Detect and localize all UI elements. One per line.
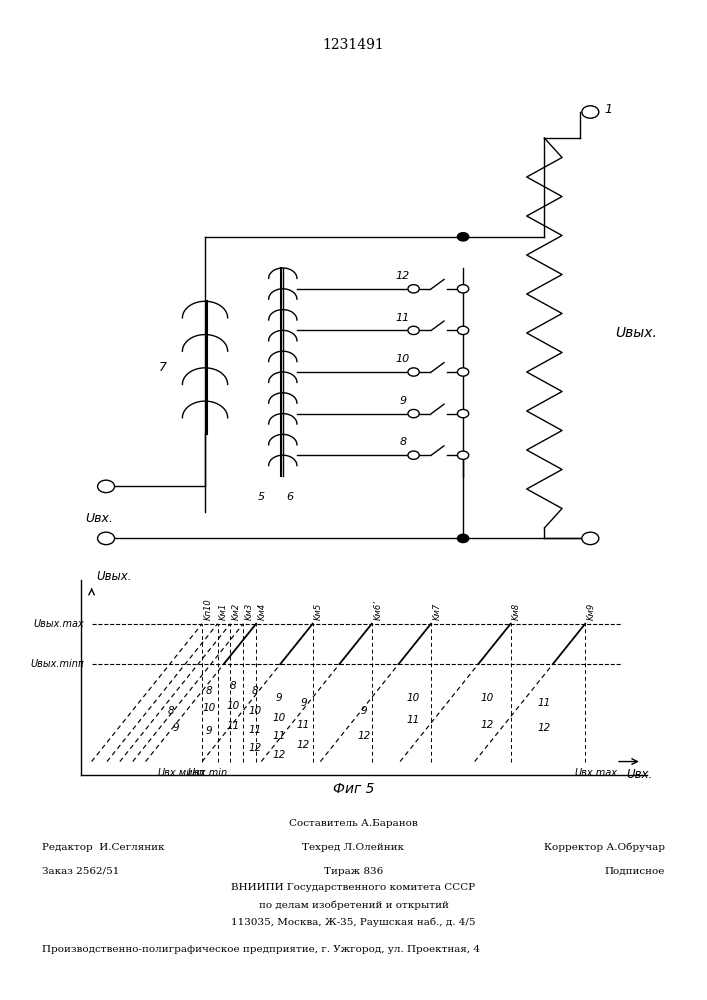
Text: 12: 12 [358, 731, 370, 741]
Text: 10: 10 [202, 703, 216, 713]
Circle shape [457, 233, 469, 241]
Text: Uвх.: Uвх. [85, 512, 112, 525]
Text: по делам изобретений и открытий: по делам изобретений и открытий [259, 900, 448, 910]
Text: 9: 9 [399, 396, 407, 406]
Circle shape [457, 368, 469, 376]
Text: 10: 10 [273, 713, 286, 723]
Text: 7: 7 [158, 361, 167, 374]
Text: Kм2: Kм2 [232, 603, 241, 620]
Text: Заказ 2562/51: Заказ 2562/51 [42, 866, 119, 876]
Text: 12: 12 [537, 723, 551, 733]
Text: 12: 12 [273, 750, 286, 760]
Text: Kм5: Kм5 [314, 603, 323, 620]
Circle shape [408, 451, 419, 459]
Text: 12: 12 [248, 743, 262, 753]
Text: 11: 11 [273, 731, 286, 741]
Text: 12: 12 [481, 720, 494, 730]
Text: 11: 11 [248, 725, 262, 735]
Text: 9: 9 [172, 723, 179, 733]
Text: Kм6ʹ: Kм6ʹ [373, 601, 382, 620]
Circle shape [582, 106, 599, 118]
Circle shape [457, 409, 469, 418]
Text: Фиг 5: Фиг 5 [333, 782, 374, 796]
Text: 8: 8 [230, 681, 236, 691]
Text: Uвых.: Uвых. [615, 326, 657, 340]
Circle shape [457, 285, 469, 293]
Text: Uвх.min: Uвх.min [187, 768, 228, 778]
Text: Тираж 836: Тираж 836 [324, 866, 383, 876]
Text: 113035, Москва, Ж-35, Раушская наб., д. 4/5: 113035, Москва, Ж-35, Раушская наб., д. … [231, 917, 476, 927]
Circle shape [457, 326, 469, 335]
Text: 1231491: 1231491 [322, 38, 385, 52]
Text: Подписное: Подписное [604, 866, 665, 876]
Circle shape [457, 534, 469, 543]
Text: 11: 11 [537, 698, 551, 708]
Circle shape [582, 532, 599, 545]
Text: 8: 8 [206, 686, 212, 696]
Text: 11: 11 [226, 721, 240, 731]
Text: 6: 6 [286, 492, 293, 502]
Text: Kм3: Kм3 [245, 603, 254, 620]
Text: Uвх.минπ: Uвх.минπ [158, 768, 206, 778]
Text: 8: 8 [399, 437, 407, 447]
Text: Составитель А.Баранов: Составитель А.Баранов [289, 819, 418, 828]
Text: Kм8: Kм8 [512, 603, 521, 620]
Text: 12: 12 [297, 740, 310, 750]
Text: 9: 9 [300, 698, 307, 708]
Text: 11: 11 [396, 313, 410, 323]
Circle shape [408, 326, 419, 335]
Text: Корректор А.Обручар: Корректор А.Обручар [544, 842, 665, 852]
Text: 9: 9 [361, 706, 368, 716]
Text: Техред Л.Олейник: Техред Л.Олейник [303, 842, 404, 852]
Text: 1: 1 [604, 103, 612, 116]
Text: 5: 5 [258, 492, 265, 502]
Text: 8: 8 [252, 686, 259, 696]
Text: 12: 12 [396, 271, 410, 281]
Text: Kм7: Kм7 [433, 603, 441, 620]
Circle shape [457, 451, 469, 459]
Text: 10: 10 [226, 701, 240, 711]
Text: ВНИИПИ Государственного комитета СССР: ВНИИПИ Государственного комитета СССР [231, 884, 476, 892]
Circle shape [98, 532, 115, 545]
Text: 9: 9 [206, 726, 212, 736]
Text: 10: 10 [248, 706, 262, 716]
Text: Kм1: Kм1 [219, 603, 228, 620]
Text: Kп10: Kп10 [204, 599, 213, 620]
Text: Uвых.: Uвых. [97, 570, 132, 583]
Text: 9: 9 [276, 693, 283, 703]
Text: Kм4: Kм4 [257, 603, 267, 620]
Text: Редактор  И.Сегляник: Редактор И.Сегляник [42, 842, 165, 852]
Text: Uвх.: Uвх. [626, 768, 653, 781]
Text: Фиг.4: Фиг.4 [333, 601, 374, 615]
Text: 10: 10 [407, 693, 419, 703]
Circle shape [408, 368, 419, 376]
Text: 10: 10 [481, 693, 494, 703]
Text: 8: 8 [168, 706, 175, 716]
Text: 11: 11 [297, 720, 310, 730]
Circle shape [408, 409, 419, 418]
Text: Kм9: Kм9 [587, 603, 596, 620]
Circle shape [408, 285, 419, 293]
Text: 10: 10 [396, 354, 410, 364]
Text: Uвых.max: Uвых.max [33, 619, 84, 629]
Text: 11: 11 [407, 715, 419, 725]
Circle shape [98, 480, 115, 493]
Text: Uвых.minπ: Uвых.minπ [30, 659, 84, 669]
Text: Производственно-полиграфическое предприятие, г. Ужгород, ул. Проектная, 4: Производственно-полиграфическое предприя… [42, 946, 481, 954]
Text: Uвх.max: Uвх.max [574, 768, 617, 778]
